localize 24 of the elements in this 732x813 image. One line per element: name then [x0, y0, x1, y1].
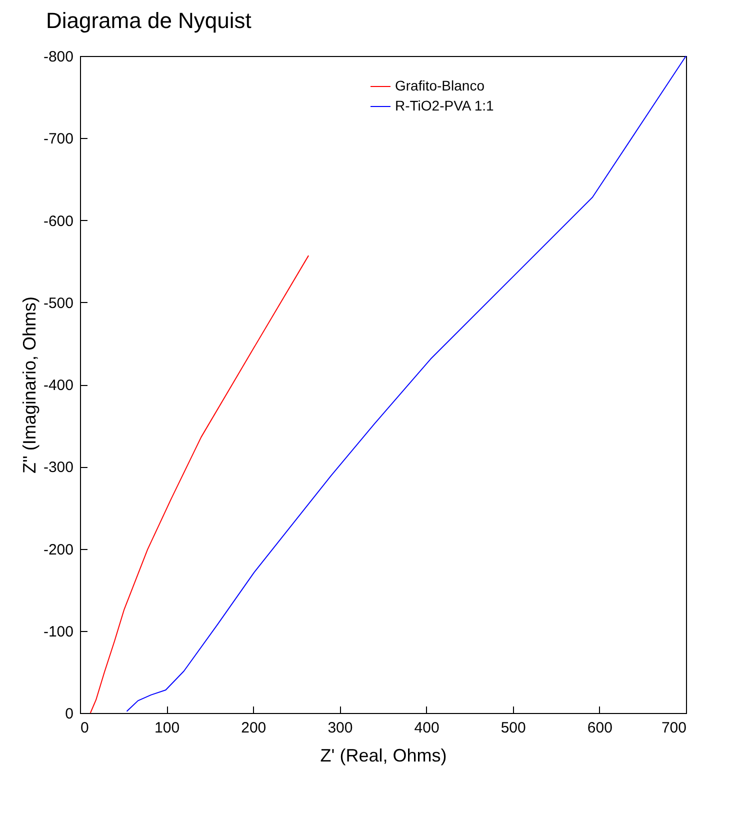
y-axis-title: Z'' (Imaginario, Ohms): [19, 296, 40, 474]
y-tick-label: -400: [43, 377, 74, 394]
y-tick-label: -200: [43, 541, 74, 558]
y-tick-label: 0: [65, 706, 74, 722]
line-series: [126, 56, 686, 712]
y-tick-label: -800: [43, 48, 74, 66]
x-tick-label: 400: [414, 720, 440, 736]
y-tick-label: -600: [43, 212, 74, 230]
y-tick-label: -100: [43, 623, 74, 640]
chart-title: Diagrama de Nyquist: [46, 8, 252, 33]
y-tick-label: -500: [43, 294, 74, 312]
x-tick-label: 200: [241, 720, 266, 736]
line-series: [90, 255, 310, 714]
x-tick-label: 700: [661, 720, 686, 736]
x-tick-label: 0: [80, 720, 89, 736]
legend-label: Grafito-Blanco: [395, 78, 485, 94]
x-tick-label: 500: [500, 720, 526, 736]
legend-label: R-TiO2-PVA 1:1: [395, 98, 494, 114]
x-tick-label: 300: [328, 720, 353, 736]
x-tick-label: 100: [154, 720, 180, 736]
y-tick-label: -700: [43, 130, 74, 148]
x-axis-title: Z' (Real, Ohms): [320, 746, 447, 766]
y-tick-label: -300: [43, 459, 74, 476]
x-tick-label: 600: [587, 720, 612, 736]
